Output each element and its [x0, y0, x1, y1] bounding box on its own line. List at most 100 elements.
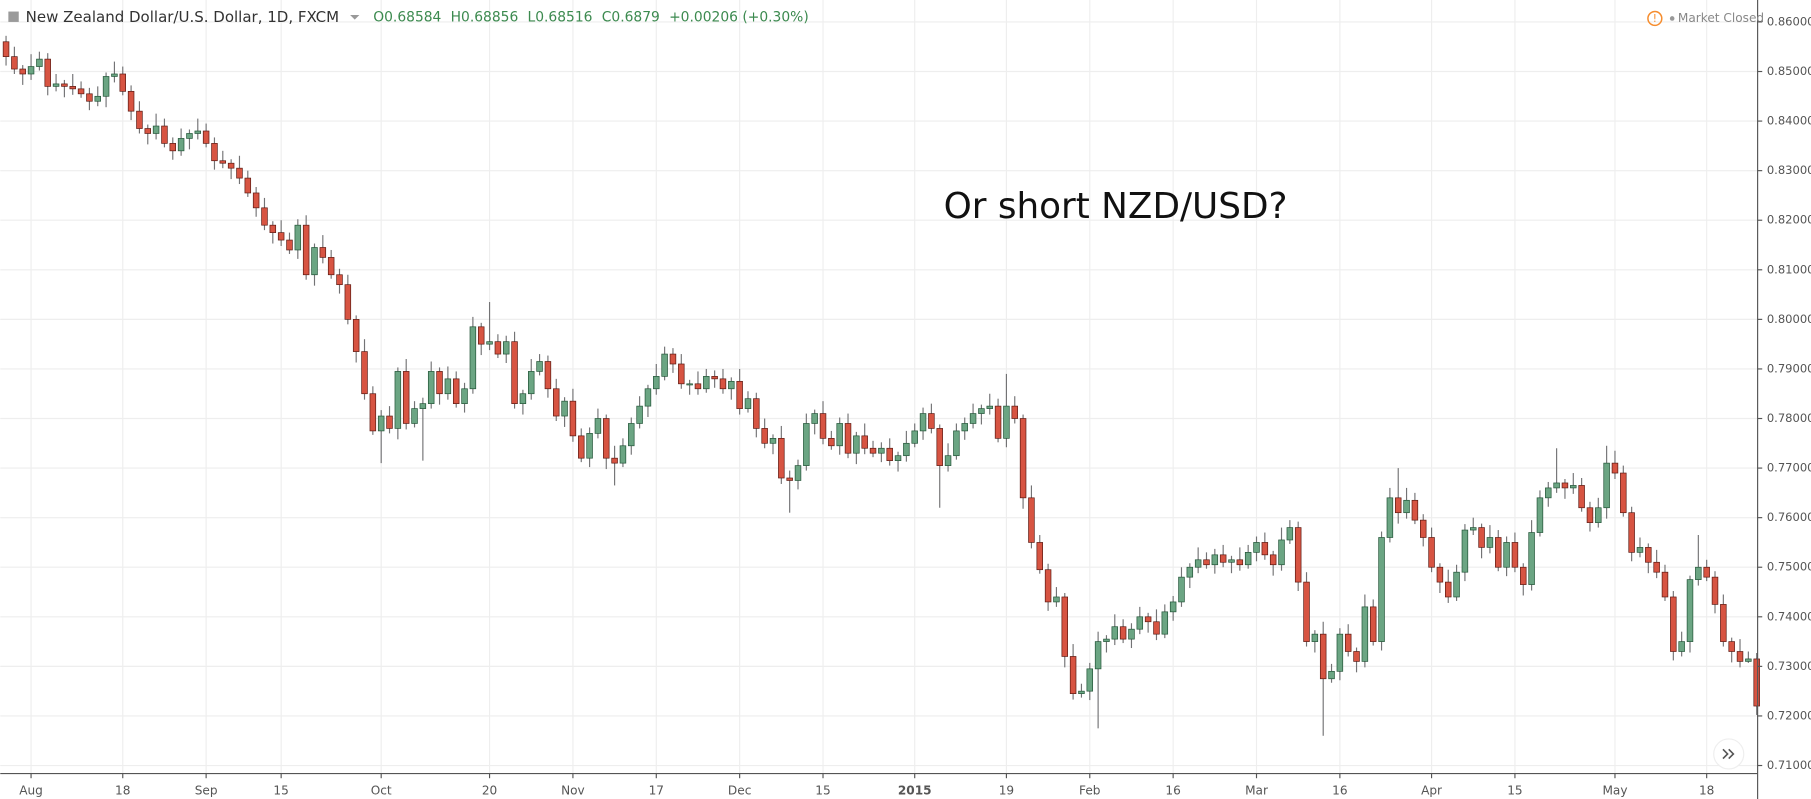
candle-body: [1420, 519, 1427, 538]
ohlc-label: H: [451, 9, 461, 25]
candle-body: [1311, 633, 1319, 642]
candle-body: [1595, 507, 1602, 523]
candle-body: [352, 319, 360, 352]
y-tick-label: 0.71000: [1767, 758, 1811, 772]
candle-body: [1028, 497, 1035, 543]
candle-body: [1386, 497, 1394, 538]
symbol-title[interactable]: New Zealand Dollar/U.S. Dollar, 1D, FXCM: [26, 8, 339, 26]
candle-body: [219, 160, 227, 164]
candle-body: [978, 408, 985, 414]
candle-body: [244, 177, 252, 194]
x-tick-label: 19: [999, 783, 1014, 797]
candle-body: [1695, 566, 1702, 580]
candle-body: [169, 143, 177, 152]
candle-body: [327, 257, 335, 276]
candle-body: [711, 376, 718, 380]
candle-body: [753, 398, 760, 429]
candle-body: [1119, 626, 1127, 640]
candle-body: [603, 418, 610, 459]
candle-body: [294, 224, 302, 251]
candle-body: [1294, 527, 1302, 583]
candle-body: [1036, 542, 1043, 571]
candle-body: [1203, 559, 1210, 566]
x-tick-label: 15: [815, 783, 830, 797]
candle-body: [944, 455, 952, 466]
candle-body: [986, 405, 993, 409]
candle-body: [269, 224, 277, 233]
candle-body: [536, 361, 543, 372]
ohlc-values: O0.68584 H0.68856 L0.68516 C0.6879 +0.00206 …: [373, 9, 809, 25]
candle-body: [411, 408, 418, 424]
candle-body: [1286, 527, 1294, 541]
candle-body: [803, 423, 810, 466]
candle-body: [936, 428, 943, 466]
candle-body: [1011, 405, 1018, 419]
candle-body: [344, 284, 352, 320]
y-tick-label: 0.85000: [1767, 64, 1811, 78]
candle-body: [2, 41, 10, 57]
scroll-button[interactable]: [1713, 738, 1745, 770]
y-tick-label: 0.80000: [1767, 312, 1811, 326]
candle-body: [1378, 537, 1385, 642]
candle-body: [1244, 552, 1252, 566]
x-tick-label: Dec: [728, 783, 751, 797]
candle-body: [619, 445, 627, 464]
candle-body: [1503, 542, 1510, 568]
candle-body: [461, 388, 468, 404]
x-tick-label: Mar: [1245, 783, 1268, 797]
candle-body: [402, 371, 410, 424]
candle-body: [336, 274, 343, 286]
candle-body: [628, 423, 635, 447]
candle-body: [1261, 542, 1269, 556]
candle-body: [136, 110, 143, 129]
x-tick-label: May: [1602, 783, 1627, 797]
candle-body: [1128, 628, 1135, 640]
candle-body: [1328, 670, 1335, 680]
candle-body: [1136, 616, 1144, 630]
candle-body: [653, 376, 660, 390]
candle-body: [1711, 576, 1719, 605]
x-tick-label: Oct: [371, 783, 392, 797]
candle-body: [202, 130, 210, 144]
candle-body: [1520, 566, 1527, 585]
candle-body: [719, 378, 727, 390]
candle-body: [1003, 405, 1010, 439]
y-tick-label: 0.77000: [1767, 461, 1811, 475]
candle-body: [261, 207, 268, 226]
candle-body: [953, 430, 960, 457]
candle-body: [1611, 462, 1619, 474]
y-tick-label: 0.79000: [1767, 361, 1811, 375]
candle-body: [394, 371, 402, 429]
candle-body: [427, 371, 435, 404]
candle-body: [894, 455, 902, 461]
candle-body: [661, 353, 668, 377]
candle-body: [1453, 571, 1460, 598]
dropdown-arrow[interactable]: [350, 15, 360, 20]
candle-body: [502, 341, 510, 355]
warning-icon[interactable]: [1647, 10, 1663, 27]
candle-body: [1278, 539, 1285, 566]
candle-body: [44, 58, 51, 87]
candle-body: [669, 353, 677, 365]
candle-body: [869, 447, 877, 454]
candle-body: [878, 447, 885, 454]
candle-body: [703, 376, 710, 390]
candle-body: [1369, 606, 1377, 642]
candle-body: [1303, 581, 1310, 642]
warning-mark: !: [1653, 13, 1657, 25]
candle-body: [861, 435, 868, 449]
candles: [2, 35, 1760, 736]
candle-body: [1353, 651, 1360, 662]
x-tick-label: Sep: [195, 783, 218, 797]
candle-body: [1745, 658, 1752, 662]
candle-body: [1603, 462, 1610, 509]
candle-body: [1478, 527, 1485, 548]
ohlc-value: 0.68516: [535, 9, 592, 25]
candle-body: [86, 93, 93, 102]
candle-body: [1511, 542, 1519, 568]
candle-body: [744, 398, 752, 409]
x-tick-label: 15: [273, 783, 288, 797]
candle-body: [1053, 596, 1060, 603]
candle-body: [969, 413, 977, 424]
candle-body: [77, 88, 85, 95]
